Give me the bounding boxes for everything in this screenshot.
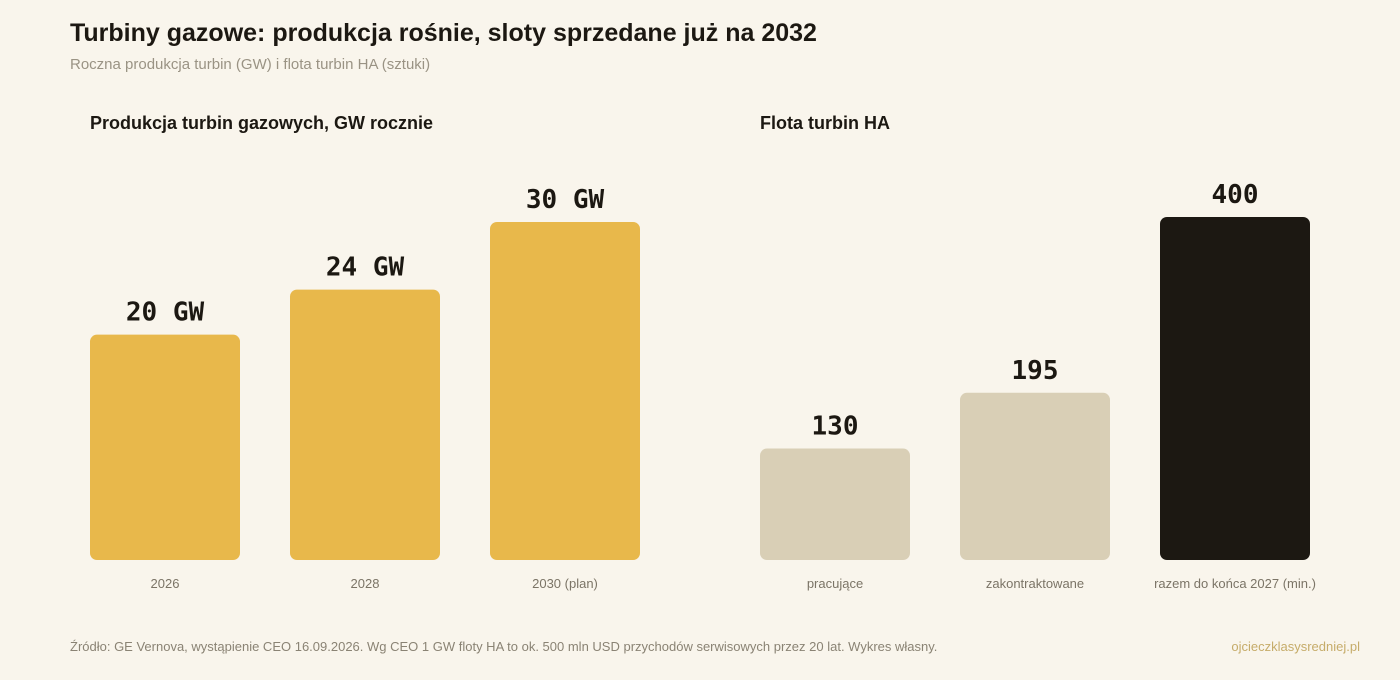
bar-production-0 [90, 334, 240, 560]
brand-link[interactable]: ojcieczklasysredniej.pl [1231, 639, 1360, 654]
category-label-fleet-1: zakontraktowane [986, 576, 1084, 591]
category-label-production-1: 2028 [351, 576, 380, 591]
chart-subtitle: Roczna produkcja turbin (GW) i flota tur… [70, 56, 431, 73]
category-label-production-0: 2026 [151, 576, 180, 591]
panel-title-fleet: Flota turbin HA [760, 113, 890, 133]
category-label-fleet-2: razem do końca 2027 (min.) [1154, 576, 1316, 591]
value-label-production-2: 30 GW [526, 185, 605, 215]
value-label-production-0: 20 GW [126, 298, 205, 328]
value-label-fleet-0: 130 [812, 412, 859, 442]
category-label-production-2: 2030 (plan) [532, 576, 598, 591]
bar-production-2 [490, 222, 640, 560]
bar-fleet-1 [960, 392, 1110, 560]
panel-title-production: Produkcja turbin gazowych, GW rocznie [90, 113, 434, 133]
bar-fleet-0 [760, 448, 910, 560]
source-note: Źródło: GE Vernova, wystąpienie CEO 16.0… [70, 639, 938, 654]
bar-fleet-2 [1160, 217, 1310, 560]
value-label-fleet-1: 195 [1012, 356, 1059, 386]
value-label-production-1: 24 GW [326, 253, 405, 283]
chart-title: Turbiny gazowe: produkcja rośnie, sloty … [70, 19, 817, 47]
value-label-fleet-2: 400 [1212, 180, 1259, 210]
category-label-fleet-0: pracujące [807, 576, 863, 591]
bar-production-1 [290, 289, 440, 560]
